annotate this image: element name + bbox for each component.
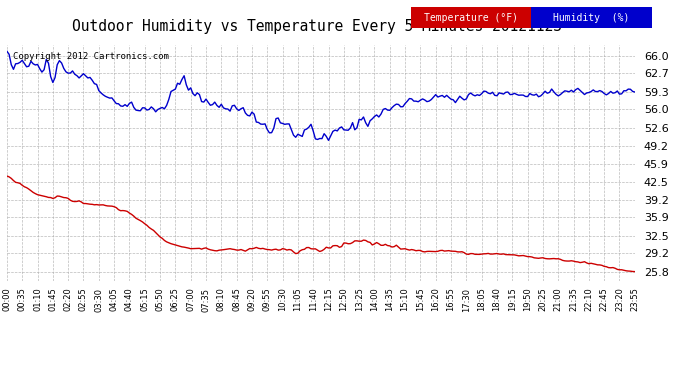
- Text: Humidity  (%): Humidity (%): [553, 13, 630, 23]
- Text: Temperature (°F): Temperature (°F): [424, 13, 518, 23]
- Text: Copyright 2012 Cartronics.com: Copyright 2012 Cartronics.com: [13, 52, 169, 61]
- Text: Outdoor Humidity vs Temperature Every 5 Minutes 20121123: Outdoor Humidity vs Temperature Every 5 …: [72, 19, 562, 34]
